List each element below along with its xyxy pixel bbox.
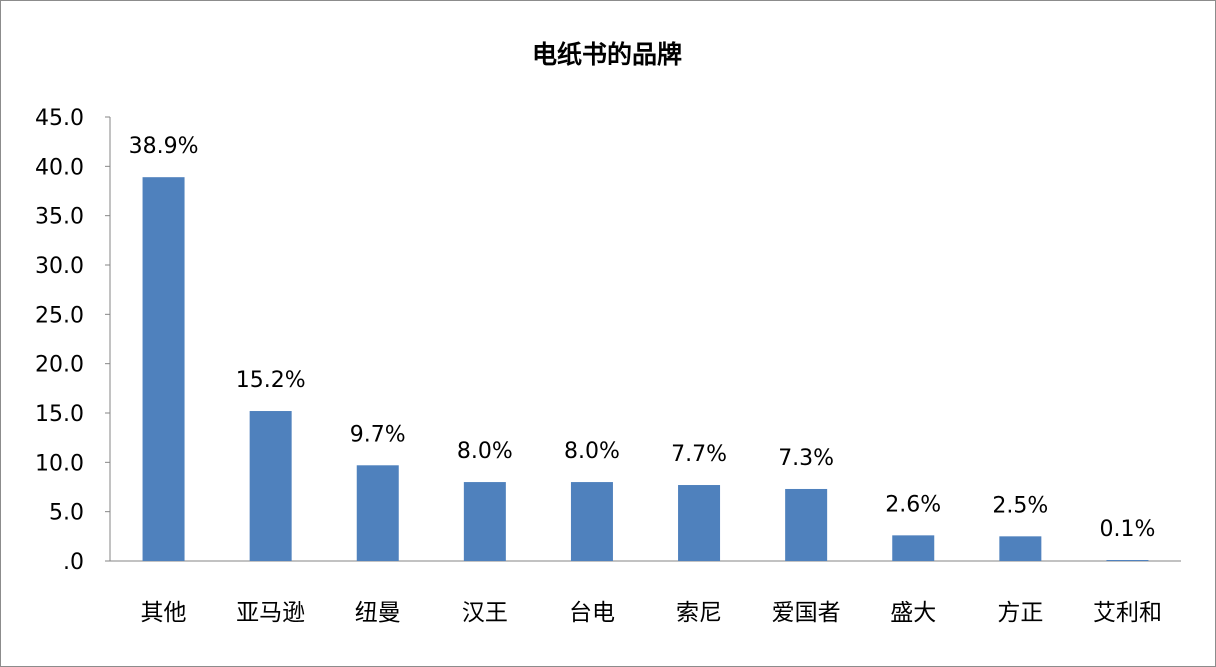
y-tick-label: 35.0	[35, 205, 84, 230]
data-label: 8.0%	[564, 439, 620, 464]
data-labels: 38.9% 15.2% 9.7% 8.0% 8.0% 7.7% 7.3% 2.6% 2.5% 0.…	[129, 134, 1156, 542]
y-tick-label: 5.0	[49, 501, 84, 526]
bar	[570, 482, 613, 561]
x-category-label: 爱国者	[772, 600, 841, 626]
chart-title: 电纸书的品牌	[532, 40, 682, 69]
bar	[249, 411, 292, 561]
data-label: 8.0%	[457, 439, 513, 464]
bar	[1106, 560, 1149, 561]
x-category-label: 盛大	[890, 600, 936, 626]
bar	[356, 465, 399, 561]
bar	[142, 177, 185, 562]
x-category-label: 艾利和	[1093, 600, 1162, 626]
y-tick-label: 45.0	[35, 106, 84, 131]
x-category-label: 其他	[141, 600, 187, 626]
y-tick-label: 30.0	[35, 254, 84, 279]
y-tick-label: 40.0	[35, 155, 84, 180]
data-label: 9.7%	[350, 422, 406, 447]
y-tick-label: 20.0	[35, 353, 84, 378]
x-category-label: 亚马逊	[236, 600, 305, 626]
bar	[785, 488, 828, 561]
data-label: 7.3%	[778, 446, 834, 471]
y-tick-label: 25.0	[35, 303, 84, 328]
bars	[142, 177, 1149, 562]
data-label: 2.5%	[992, 493, 1048, 518]
x-category-label: 纽曼	[355, 600, 401, 626]
data-label: 15.2%	[236, 368, 306, 393]
category-labels: 其他 亚马逊 纽曼 汉王 台电 索尼 爱国者 盛大 方正 艾利和	[141, 600, 1162, 626]
bar	[678, 485, 721, 561]
x-category-label: 汉王	[462, 600, 508, 626]
x-category-label: 方正	[997, 600, 1043, 626]
bar	[892, 535, 935, 561]
bar	[999, 536, 1042, 561]
x-category-label: 台电	[569, 600, 615, 626]
y-tick-label: 15.0	[35, 402, 84, 427]
x-category-label: 索尼	[676, 600, 722, 626]
bar	[463, 482, 506, 561]
data-label: 7.7%	[671, 442, 727, 467]
y-tick-label: 10.0	[35, 451, 84, 476]
data-label: 0.1%	[1099, 517, 1155, 542]
data-label: 38.9%	[129, 134, 199, 159]
data-label: 2.6%	[885, 492, 941, 517]
y-tick-label: .0	[63, 550, 84, 575]
y-axis: .0 5.0 10.0 15.0 20.0 25.0 30.0 35.0 40.0 45.0	[35, 106, 111, 575]
